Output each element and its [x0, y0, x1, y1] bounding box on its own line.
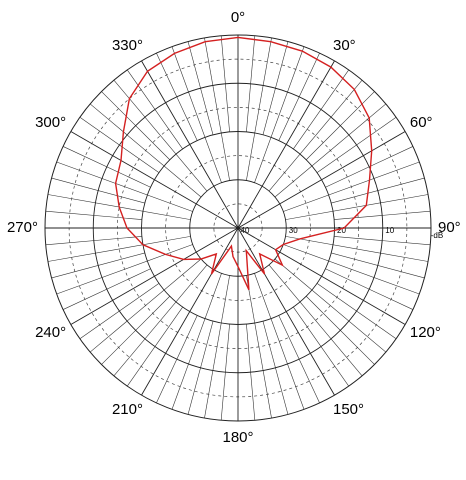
theta-tick-label: 0° — [231, 9, 245, 26]
spoke — [237, 227, 335, 396]
r-tick-label: 20 — [337, 226, 346, 235]
spoke — [237, 131, 406, 229]
theta-tick-label: 180° — [222, 429, 253, 446]
theta-tick-label: 300° — [35, 114, 66, 131]
theta-tick-label: 90° — [438, 219, 461, 236]
spoke — [141, 227, 239, 396]
spoke — [237, 227, 406, 325]
minor-spoke — [171, 273, 222, 410]
theta-tick-label: 330° — [112, 37, 143, 54]
minor-spoke — [254, 46, 305, 183]
r-tick-label: 30 — [289, 226, 298, 235]
minor-spoke — [268, 264, 363, 377]
r-tick-label: 40 — [241, 226, 250, 235]
theta-tick-label: 240° — [35, 324, 66, 341]
spoke — [70, 227, 239, 325]
theta-tick-label: 30° — [333, 37, 356, 54]
spoke — [141, 60, 239, 229]
spoke — [237, 60, 335, 229]
theta-tick-label: 150° — [333, 401, 364, 418]
theta-tick-label: 60° — [410, 114, 433, 131]
r-axis-label: -dB — [431, 231, 443, 240]
minor-spoke — [254, 273, 305, 410]
r-tick-label: 10 — [385, 226, 394, 235]
theta-tick-label: 270° — [7, 219, 38, 236]
pattern-line — [114, 36, 373, 291]
theta-tick-label: 120° — [410, 324, 441, 341]
minor-spoke — [171, 46, 222, 183]
spoke — [70, 131, 239, 229]
theta-tick-label: 210° — [112, 401, 143, 418]
minor-spoke — [285, 194, 429, 220]
